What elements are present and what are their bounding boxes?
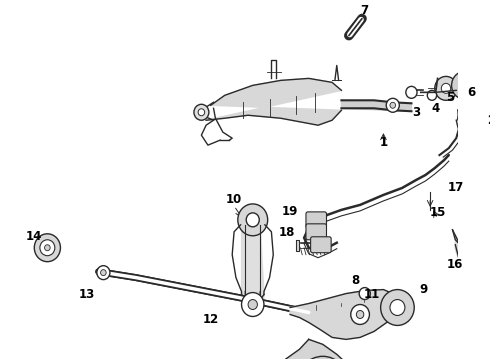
- Text: 11: 11: [364, 288, 380, 301]
- Circle shape: [441, 84, 451, 93]
- Text: 19: 19: [282, 205, 298, 219]
- Circle shape: [459, 80, 470, 91]
- Circle shape: [435, 76, 457, 100]
- Polygon shape: [276, 339, 355, 360]
- Polygon shape: [342, 100, 412, 111]
- Text: 1: 1: [379, 136, 388, 149]
- Circle shape: [40, 240, 55, 256]
- Polygon shape: [290, 289, 393, 339]
- Circle shape: [452, 71, 478, 99]
- Text: 3: 3: [412, 106, 420, 119]
- Circle shape: [238, 204, 268, 236]
- Circle shape: [246, 213, 259, 227]
- Text: 12: 12: [202, 313, 219, 326]
- Polygon shape: [206, 78, 342, 125]
- Circle shape: [100, 270, 106, 276]
- Text: 8: 8: [351, 274, 360, 287]
- Polygon shape: [295, 240, 299, 251]
- Text: 13: 13: [78, 288, 95, 301]
- Polygon shape: [242, 225, 264, 300]
- Circle shape: [34, 234, 60, 262]
- Circle shape: [45, 245, 50, 251]
- Text: 10: 10: [226, 193, 242, 206]
- Circle shape: [296, 356, 349, 360]
- Text: 7: 7: [361, 4, 369, 17]
- Text: 16: 16: [447, 258, 464, 271]
- Circle shape: [427, 90, 437, 100]
- Circle shape: [97, 266, 110, 280]
- Circle shape: [359, 288, 370, 300]
- Circle shape: [248, 300, 257, 310]
- FancyBboxPatch shape: [306, 224, 326, 240]
- Text: 17: 17: [447, 181, 464, 194]
- Circle shape: [351, 305, 369, 324]
- FancyBboxPatch shape: [306, 212, 326, 228]
- Text: 18: 18: [278, 226, 295, 239]
- FancyBboxPatch shape: [311, 237, 331, 253]
- Polygon shape: [455, 235, 465, 263]
- Text: 9: 9: [419, 283, 428, 296]
- Circle shape: [198, 109, 205, 116]
- Circle shape: [406, 86, 417, 98]
- Text: 15: 15: [429, 206, 446, 219]
- Circle shape: [390, 300, 405, 315]
- Text: 4: 4: [432, 102, 440, 115]
- Circle shape: [390, 102, 395, 108]
- Text: 6: 6: [467, 86, 475, 99]
- Circle shape: [386, 98, 399, 112]
- Circle shape: [381, 289, 414, 325]
- Circle shape: [242, 293, 264, 316]
- Circle shape: [356, 310, 364, 319]
- Circle shape: [194, 104, 209, 120]
- Text: 5: 5: [446, 91, 455, 104]
- Text: 2: 2: [487, 114, 490, 127]
- Text: 14: 14: [26, 230, 43, 243]
